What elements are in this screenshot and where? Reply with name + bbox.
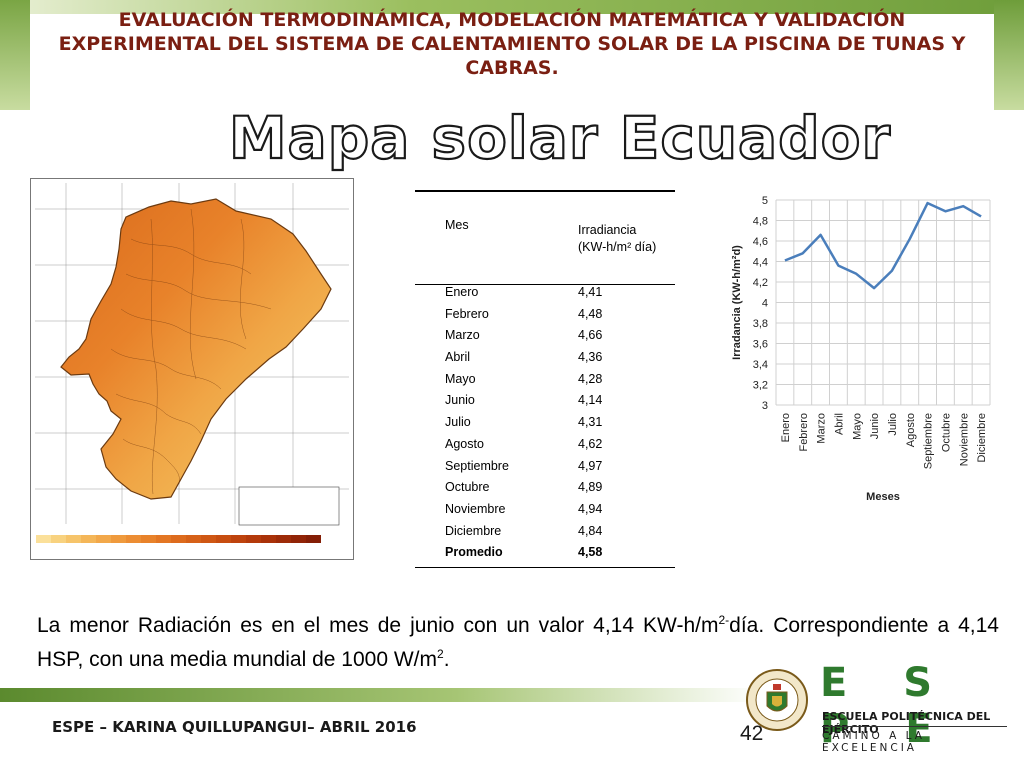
y-tick-label: 4,4 xyxy=(753,257,768,269)
solar-map-graphic xyxy=(31,179,353,559)
cell-value: 4,41 xyxy=(578,285,603,299)
table-row: Diciembre 4,84 xyxy=(415,524,675,546)
cell-value: 4,89 xyxy=(578,480,603,495)
table-row: Enero 4,41 xyxy=(415,285,675,307)
conclusion-line2-end: . xyxy=(443,648,450,671)
right-decoration-band xyxy=(994,0,1024,110)
espe-logo-divider xyxy=(822,726,1007,727)
table-row: Noviembre 4,94 xyxy=(415,502,675,524)
header-irradiance: Irradiancia (KW-h/m² día) xyxy=(578,190,675,285)
cell-value: 4,36 xyxy=(578,350,603,365)
series-line xyxy=(784,201,982,290)
cell-month: Julio xyxy=(445,415,471,430)
y-axis-label: Irradancia (KW-h/m²d) xyxy=(731,245,743,360)
cell-value: 4,84 xyxy=(578,523,603,538)
cell-value: 4,97 xyxy=(578,458,603,473)
left-decoration-band xyxy=(0,0,30,110)
cell-month: Febrero xyxy=(445,306,489,321)
table-row: Septiembre 4,97 xyxy=(415,459,675,481)
x-tick-label: Agosto xyxy=(905,413,917,447)
cell-total-label: Promedio xyxy=(415,545,578,568)
table-row: Marzo 4,66 xyxy=(415,328,675,350)
cell-month: Agosto xyxy=(445,436,484,451)
y-tick-label: 3,8 xyxy=(753,318,768,330)
cell-month: Noviembre xyxy=(445,501,506,516)
conclusion-line2-sup: 2 xyxy=(437,647,444,661)
x-tick-label: Julio xyxy=(887,413,899,436)
chart-svg: 3 3,2 3,4 3,6 3,8 4 4,2 4,4 4,6 4,8 5 Enero Febrero M… xyxy=(731,195,991,503)
cell-value: 4,14 xyxy=(578,393,603,408)
y-tick-label: 3,4 xyxy=(753,359,768,371)
irradiance-table-container: Mes Irradiancia (KW-h/m² día) Enero 4,41 … xyxy=(415,190,675,568)
cell-month: Diciembre xyxy=(445,523,502,538)
header-irradiance-line1: Irradiancia xyxy=(578,223,637,237)
table-total-row: Promedio 4,58 xyxy=(415,545,675,568)
x-tick-label: Junio xyxy=(869,413,881,439)
y-tick-label: 4,6 xyxy=(753,236,768,248)
table-row: Agosto 4,62 xyxy=(415,437,675,459)
espe-seal-icon xyxy=(745,668,809,732)
irradiance-line-chart: 3 3,2 3,4 3,6 3,8 4 4,2 4,4 4,6 4,8 5 Enero Febrero M… xyxy=(700,185,1000,515)
x-axis-label: Meses xyxy=(866,491,900,503)
cell-value: 4,62 xyxy=(578,436,603,451)
x-tick-label: Mayo xyxy=(851,413,863,440)
conclusion-text: La menor Radiación es en el mes de junio… xyxy=(37,606,999,674)
x-tick-label: Noviembre xyxy=(958,413,970,466)
x-tick-label: Octubre xyxy=(940,413,952,452)
table-row: Octubre 4,89 xyxy=(415,480,675,502)
map-color-scale xyxy=(36,535,321,543)
footer-decoration-band xyxy=(0,688,760,702)
ecuador-shape xyxy=(60,198,332,500)
table-row: Febrero 4,48 xyxy=(415,307,675,329)
conclusion-line1-sup: 2- xyxy=(718,613,730,627)
x-tick-label: Abril xyxy=(833,413,845,435)
contour-lines xyxy=(110,208,272,495)
cell-month: Enero xyxy=(445,285,479,299)
header-irradiance-line2: (KW-h/m² día) xyxy=(578,240,657,254)
cell-month: Octubre xyxy=(445,480,490,495)
cell-value: 4,31 xyxy=(578,415,603,430)
cell-month: Abril xyxy=(445,350,471,365)
footer-author: ESPE – KARINA QUILLUPANGUI– ABRIL 2016 xyxy=(52,718,417,736)
conclusion-line1-end: día. xyxy=(729,614,765,637)
header-month: Mes xyxy=(415,190,578,285)
espe-logo-line2: CAMINO A LA EXCELENCIA xyxy=(822,730,925,754)
top-decoration-band xyxy=(0,0,1024,14)
cell-month: Septiembre xyxy=(445,458,509,473)
x-tick-label: Diciembre xyxy=(976,413,988,463)
conclusion-line1: La menor Radiación es en el mes de junio… xyxy=(37,614,719,637)
y-tick-label: 5 xyxy=(762,195,768,207)
table-row: Mayo 4,28 xyxy=(415,372,675,394)
cell-month: Mayo xyxy=(445,371,476,386)
cell-month: Marzo xyxy=(445,328,480,343)
conclusion-line2: Correspondiente a 4,14 HSP, con una medi… xyxy=(37,614,999,671)
y-tick-label: 4,2 xyxy=(753,277,768,289)
table-row: Julio 4,31 xyxy=(415,415,675,437)
map-legend-box xyxy=(238,486,340,526)
y-tick-label: 3,2 xyxy=(753,380,768,392)
irradiance-table: Mes Irradiancia (KW-h/m² día) Enero 4,41 … xyxy=(415,190,675,568)
table-row: Abril 4,36 xyxy=(415,350,675,372)
slide-title: EVALUACIÓN TERMODINÁMICA, MODELACIÓN MAT… xyxy=(58,9,966,79)
slide-subtitle: Mapa solar Ecuador xyxy=(228,103,892,173)
cell-total-value: 4,58 xyxy=(578,545,675,568)
y-tick-label: 3,6 xyxy=(753,339,768,351)
cell-value: 4,48 xyxy=(578,306,603,321)
x-tick-label: Marzo xyxy=(816,413,828,444)
page-number: 42 xyxy=(740,722,764,745)
x-tick-label: Febrero xyxy=(798,413,810,452)
y-tick-label: 3 xyxy=(762,400,768,412)
x-tick-label: Enero xyxy=(780,413,792,442)
y-tick-label: 4 xyxy=(762,298,768,310)
solar-map-image xyxy=(30,178,354,560)
cell-month: Junio xyxy=(445,393,475,408)
x-tick-label: Septiembre xyxy=(923,413,935,469)
espe-logo-wordmark: E S P E xyxy=(820,660,954,752)
table-header-row: Mes Irradiancia (KW-h/m² día) xyxy=(415,190,675,285)
table-row: Junio 4,14 xyxy=(415,393,675,415)
cell-value: 4,66 xyxy=(578,328,603,343)
cell-value: 4,28 xyxy=(578,371,603,386)
cell-value: 4,94 xyxy=(578,501,603,516)
y-tick-label: 4,8 xyxy=(753,216,768,228)
